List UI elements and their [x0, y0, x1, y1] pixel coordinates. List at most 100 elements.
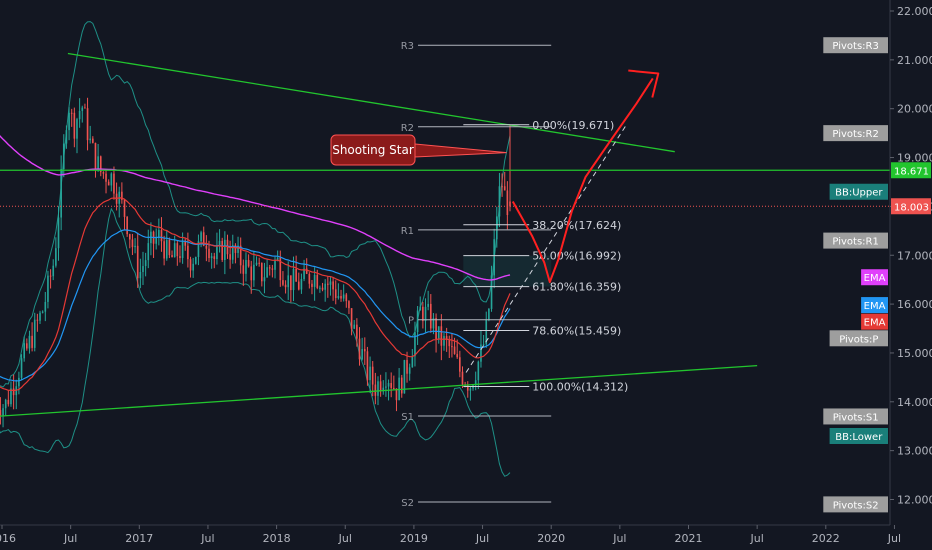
- candle-body: [126, 216, 128, 235]
- candle-body: [429, 303, 432, 329]
- candle-body: [340, 296, 342, 299]
- fib-golden-zone: [463, 255, 552, 287]
- candle-body: [274, 259, 276, 270]
- last-price-label: 18.003: [894, 202, 929, 213]
- candle-body: [334, 289, 337, 298]
- forecast-arrow-head: [628, 69, 660, 98]
- indicator-tag: [861, 269, 888, 286]
- indicator-tag: [823, 408, 888, 425]
- candle-body: [131, 239, 134, 248]
- candle-body: [89, 138, 92, 141]
- candle-body: [363, 349, 366, 352]
- candle-body: [231, 245, 234, 260]
- candle-body: [482, 344, 485, 346]
- candle-body: [258, 262, 260, 264]
- candle-body: [300, 279, 303, 290]
- candle-body: [374, 384, 377, 396]
- candle-body: [266, 267, 268, 278]
- pivot-label-s1: S1: [401, 412, 414, 423]
- candle-body: [218, 240, 221, 247]
- candle-body: [419, 306, 422, 311]
- ema-lines: [0, 135, 511, 392]
- candle-body: [485, 319, 488, 345]
- indicator-tag: [861, 297, 888, 314]
- price-tick-label: 14.000: [897, 396, 932, 409]
- indicator-tag: [823, 125, 888, 142]
- candle-body: [47, 275, 49, 302]
- candle-body: [411, 356, 414, 368]
- candle-body: [97, 156, 99, 170]
- candle-body: [216, 246, 218, 260]
- candle-body: [60, 169, 62, 218]
- candle-body: [290, 275, 292, 291]
- bollinger-lower: [0, 207, 511, 477]
- candle-body: [268, 267, 271, 269]
- price-tick-label: 12.000: [897, 494, 932, 507]
- candle-body: [144, 260, 147, 267]
- candle-body: [113, 173, 115, 194]
- time-tick-label: Jul: [63, 532, 77, 545]
- candle-body: [321, 287, 324, 290]
- time-tick-label: Jul: [338, 532, 352, 545]
- fib-label: 0.00%(19.671): [532, 119, 614, 132]
- candle-body: [41, 311, 44, 313]
- candle-body: [319, 287, 321, 289]
- candle-body: [70, 112, 73, 114]
- time-tick-label: 2018: [263, 532, 291, 545]
- candle-body: [253, 264, 255, 281]
- candle-body: [224, 239, 226, 260]
- price-tick-label: 15.000: [897, 347, 932, 360]
- trendlines: [0, 52, 890, 417]
- bb-upper-price-label: 18.671: [894, 166, 929, 177]
- candle-body: [448, 339, 451, 347]
- candle-body: [31, 335, 33, 348]
- candle-body: [173, 243, 176, 258]
- last-price-badge: [891, 198, 931, 215]
- candle-body: [23, 343, 25, 359]
- candle-body: [255, 262, 258, 265]
- candle-body: [506, 190, 509, 216]
- time-tick-label: 2016: [0, 532, 16, 545]
- pivot-label-r1: R1: [401, 226, 414, 237]
- candle-body: [311, 283, 313, 287]
- candle-body: [353, 324, 356, 329]
- candle-body: [279, 257, 282, 281]
- price-tick-label: 20.000: [897, 103, 932, 116]
- candle-body: [176, 243, 179, 257]
- candle-body: [33, 319, 36, 348]
- candle-body: [474, 380, 477, 386]
- candle-body: [110, 173, 113, 186]
- indicator-tag-label: Pivots:R2: [832, 129, 878, 140]
- time-tick-label: Jul: [887, 532, 901, 545]
- candle-body: [456, 354, 459, 358]
- candle-body: [260, 263, 263, 282]
- indicator-tags: Pivots:R3 Pivots:R2 BB:Upper Pivots:R1 EMA EM…: [823, 37, 931, 513]
- candle-body: [247, 259, 250, 267]
- indicator-tag-label: BB:Upper: [835, 188, 883, 199]
- candle-body: [356, 324, 358, 339]
- candle-body: [366, 351, 369, 381]
- candle-body: [414, 332, 416, 357]
- time-tick-label: 2017: [125, 532, 153, 545]
- time-tick-label: 2022: [812, 532, 840, 545]
- ema-fast-line: [0, 197, 511, 392]
- candle-body: [329, 281, 332, 285]
- candle-body: [501, 186, 503, 188]
- upper-trendline: [67, 52, 675, 153]
- candle-body: [57, 217, 60, 249]
- candle-body: [284, 284, 287, 288]
- candle-body: [210, 256, 213, 259]
- candle-body: [271, 268, 274, 270]
- candle-body: [221, 240, 224, 260]
- bollinger-upper: [0, 21, 511, 388]
- lower-trendline: [0, 365, 758, 417]
- candle-body: [197, 241, 200, 257]
- indicator-tag-label: Pivots:S2: [833, 500, 879, 511]
- pivot-label-r2: R2: [401, 123, 414, 134]
- fib-label: 100.00%(14.312): [532, 381, 628, 394]
- fib-zone: [463, 255, 552, 287]
- indicator-tag-label: BB:Lower: [835, 432, 883, 443]
- candle-body: [142, 266, 144, 273]
